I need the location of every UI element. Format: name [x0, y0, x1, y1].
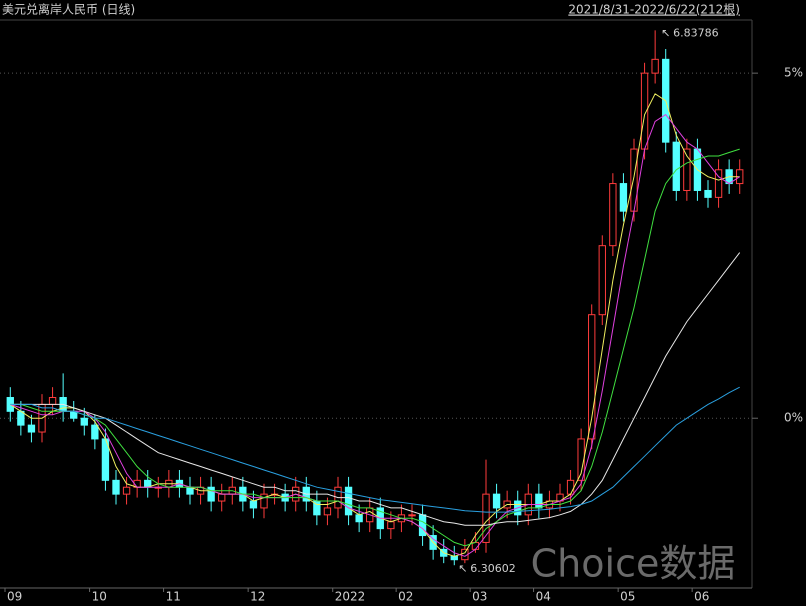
candle-body — [112, 479, 120, 495]
candle-body — [80, 417, 88, 426]
y-tick-label: 0% — [784, 411, 803, 425]
candle-body — [683, 148, 691, 191]
watermark: Choice数据 — [531, 542, 736, 586]
y-tick-label: 5% — [784, 66, 803, 80]
x-tick-label: 10 — [92, 590, 107, 604]
ma-line — [10, 93, 740, 557]
candle-body — [122, 486, 131, 495]
candle-body — [323, 507, 332, 516]
candle-body — [588, 314, 596, 440]
candle-body — [27, 424, 36, 433]
candle-body — [249, 500, 258, 509]
candle-body — [619, 183, 628, 212]
candle-body — [672, 141, 680, 191]
x-tick-label: 2022 — [335, 590, 366, 604]
ma-line — [10, 148, 740, 547]
candle-body — [17, 410, 25, 426]
range-label: 2021/8/31-2022/6/22(212根) — [568, 3, 740, 17]
x-tick-label: 02 — [398, 590, 413, 604]
grid-layer — [0, 72, 758, 592]
annotation-high: 6.83786 — [673, 26, 719, 39]
candle-body — [535, 493, 543, 509]
ma-line — [10, 386, 740, 513]
annotation-arrow: ↖ — [458, 562, 467, 575]
candle-body — [577, 438, 585, 481]
candle-body — [355, 514, 363, 523]
candle-body — [714, 169, 723, 198]
x-tick-label: 11 — [166, 590, 181, 604]
candle-body — [418, 514, 427, 537]
annotation-arrow: ↖ — [661, 26, 670, 39]
candle-body — [651, 58, 659, 74]
x-tick-label: 04 — [536, 590, 551, 604]
label-layer: 0%5%09 10 11 12 2022 02 03 04 05 06↖ 6.83786↖ 6.306… — [7, 26, 803, 603]
candle-body — [630, 148, 638, 212]
candle-body — [408, 514, 416, 517]
candle-body — [566, 479, 575, 495]
x-tick-label: 09 — [7, 590, 22, 604]
candle-body — [344, 486, 353, 516]
x-tick-label: 05 — [620, 590, 635, 604]
candle-body — [207, 486, 215, 502]
candle-body — [387, 521, 395, 530]
candle-body — [598, 245, 606, 316]
candle-body — [704, 189, 712, 198]
candle-body — [609, 183, 617, 247]
x-tick-label: 06 — [694, 590, 709, 604]
x-tick-label: 03 — [472, 590, 487, 604]
x-tick-label: 12 — [250, 590, 265, 604]
candle-body — [48, 397, 57, 405]
ma-line — [10, 252, 741, 526]
annotation-low: 6.30602 — [470, 562, 516, 575]
candle-body — [492, 493, 501, 509]
candle-body — [260, 493, 268, 509]
candle-body — [91, 424, 99, 440]
chart-title: 美元兑离岸人民币 (日线) — [2, 2, 135, 17]
ma-layer — [10, 93, 741, 557]
ma-line — [10, 113, 740, 557]
candle-body — [218, 493, 226, 502]
